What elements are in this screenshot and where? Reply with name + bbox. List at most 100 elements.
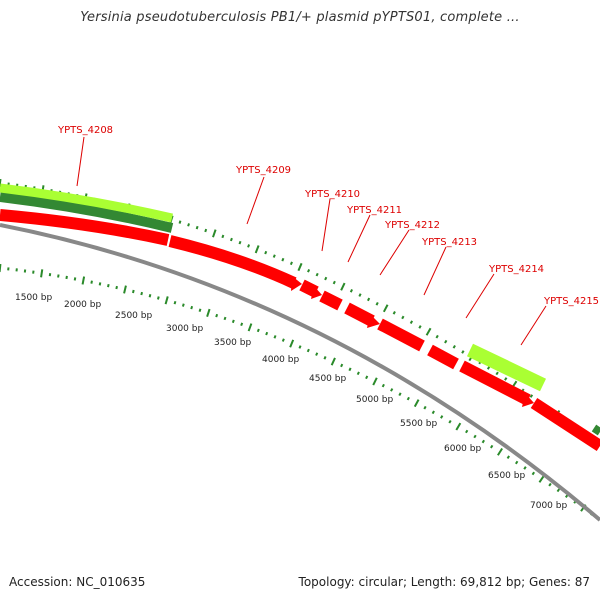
major-tick <box>382 304 389 313</box>
minor-tick <box>465 429 469 434</box>
gene-label-ypts-4212: YPTS_4212 <box>384 220 440 231</box>
gene-label-ypts-4208: YPTS_4208 <box>57 125 113 136</box>
minor-tick <box>504 377 508 381</box>
feature-dark-green-edge <box>591 424 600 436</box>
bp-label: 5000 bp <box>356 395 393 405</box>
minor-tick <box>406 396 410 401</box>
minor-tick <box>392 311 396 315</box>
major-tick <box>40 269 44 278</box>
bp-label: 7000 bp <box>530 501 567 511</box>
minor-tick <box>238 240 242 245</box>
minor-tick <box>265 331 269 336</box>
minor-tick <box>418 325 422 329</box>
minor-tick <box>140 291 144 296</box>
minor-tick <box>375 302 379 306</box>
bp-label: 3500 bp <box>214 338 251 348</box>
minor-tick <box>523 466 527 470</box>
outer-tick-ring <box>0 178 594 441</box>
minor-tick <box>240 322 244 327</box>
minor-tick <box>381 383 385 388</box>
minor-tick <box>229 237 233 242</box>
minor-tick <box>198 308 202 312</box>
minor-tick <box>156 296 160 300</box>
major-tick <box>330 357 336 366</box>
major-tick <box>340 282 346 291</box>
minor-tick <box>65 275 68 280</box>
bp-label: 2000 bp <box>64 300 101 310</box>
minor-tick <box>461 350 465 354</box>
major-tick <box>206 308 211 318</box>
minor-tick <box>401 315 405 320</box>
minor-tick <box>298 345 302 349</box>
cds-segment-2 <box>168 235 297 289</box>
gene-label-ypts-4209: YPTS_4209 <box>235 165 291 176</box>
cds-segment-5 <box>344 302 375 327</box>
minor-tick <box>348 367 352 372</box>
gene-label-ypts-4213: YPTS_4213 <box>421 237 477 248</box>
minor-tick <box>440 415 444 419</box>
callout-line <box>465 273 495 319</box>
minor-tick <box>390 388 394 392</box>
minor-tick <box>231 319 235 324</box>
minor-tick <box>490 444 494 449</box>
minor-tick <box>187 223 190 227</box>
cds-arrow-8 <box>522 393 534 407</box>
major-tick <box>297 262 303 272</box>
minor-tick <box>495 371 499 376</box>
minor-tick <box>452 345 456 349</box>
minor-tick <box>548 482 552 487</box>
cds-segment-9 <box>530 397 600 452</box>
gene-label-ypts-4210: YPTS_4210 <box>304 189 360 200</box>
minor-tick <box>178 220 182 224</box>
minor-tick <box>223 316 227 321</box>
cds-segment-6 <box>377 318 425 352</box>
bp-label: 6000 bp <box>444 444 481 454</box>
minor-tick <box>307 269 311 273</box>
red-cds-track <box>0 209 600 452</box>
minor-tick <box>90 280 93 284</box>
minor-tick <box>173 300 177 305</box>
minor-tick <box>221 234 225 239</box>
minor-tick <box>423 405 427 410</box>
feature-dark-green <box>0 192 174 233</box>
minor-tick <box>324 276 328 281</box>
summary-text: Topology: circular; Length: 69,812 bp; G… <box>298 575 590 589</box>
minor-tick <box>531 471 535 476</box>
cds-arrow-5 <box>367 314 380 328</box>
major-tick <box>164 296 169 305</box>
bp-label: 6500 bp <box>488 471 525 481</box>
minor-tick <box>107 284 110 288</box>
inner-tick-ring <box>0 263 594 516</box>
minor-tick <box>281 257 285 262</box>
gene-label-ypts-4211: YPTS_4211 <box>346 205 402 216</box>
callout-line <box>347 214 371 263</box>
minor-tick <box>264 250 268 255</box>
callout-line <box>76 136 85 187</box>
bp-label: 4500 bp <box>309 374 346 384</box>
cds-segment-7 <box>427 344 459 370</box>
minor-tick <box>273 335 277 339</box>
gene-callouts <box>76 136 547 346</box>
minor-tick <box>272 254 276 258</box>
minor-tick <box>315 272 319 277</box>
minor-tick <box>398 392 402 397</box>
minor-tick <box>506 455 510 459</box>
bp-label: 1500 bp <box>15 293 52 303</box>
cds-arrow-3 <box>311 286 322 299</box>
minor-tick <box>409 320 414 324</box>
minor-tick <box>247 244 251 248</box>
major-tick <box>123 285 127 294</box>
minor-tick <box>367 297 371 302</box>
minor-tick <box>515 460 519 465</box>
minor-tick <box>215 313 219 318</box>
minor-tick <box>281 338 285 342</box>
minor-tick <box>358 293 362 297</box>
major-tick <box>247 323 253 332</box>
major-tick <box>81 276 86 285</box>
minor-tick <box>204 228 208 233</box>
gene-labels: YPTS_4208 YPTS_4209 YPTS_4210 YPTS_4211 YPTS… <box>57 125 599 307</box>
major-tick <box>455 422 462 431</box>
feature-light-green-a <box>0 183 174 223</box>
minor-tick <box>115 285 118 290</box>
